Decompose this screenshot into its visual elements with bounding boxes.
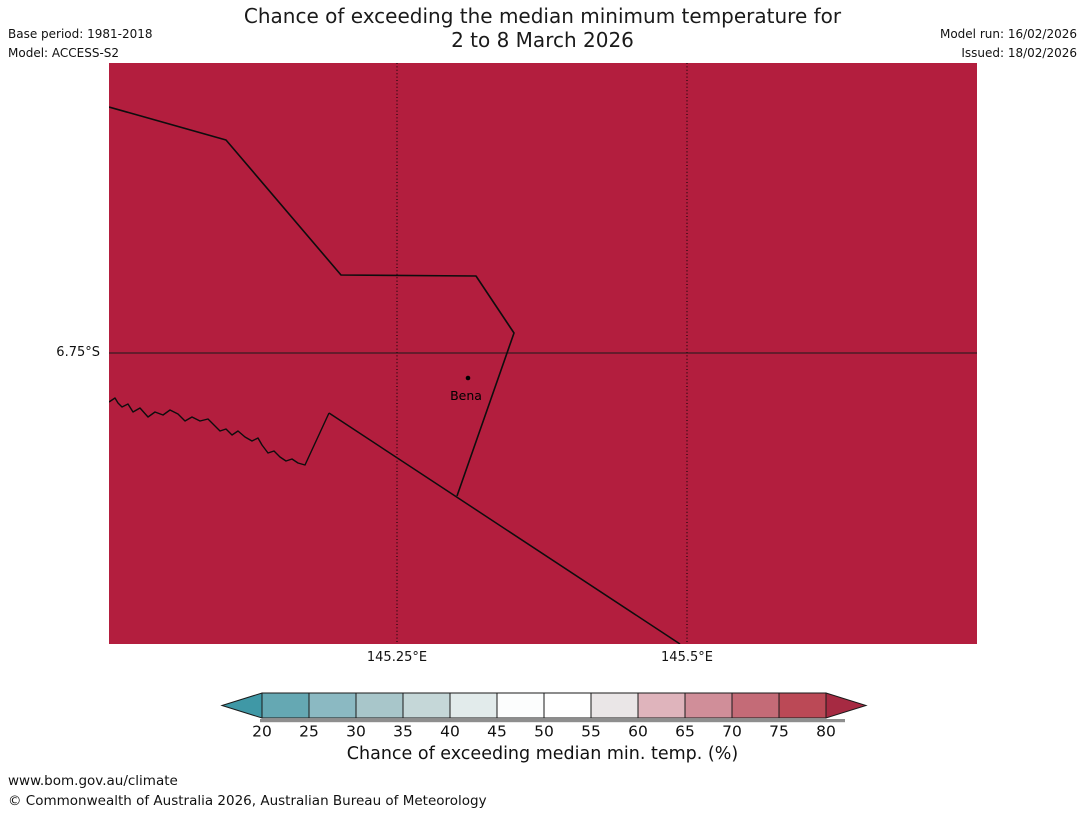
run-info-block: Model run: 16/02/2026 Issued: 18/02/2026 bbox=[940, 25, 1077, 63]
model-run-text: Model run: 16/02/2026 bbox=[939, 27, 1077, 41]
colorbar-left-arrow bbox=[220, 692, 263, 719]
colorbar-tick-45: 45 bbox=[487, 723, 507, 741]
colorbar-tick-80: 80 bbox=[816, 723, 836, 741]
colorbar-segment-25-30 bbox=[308, 692, 357, 719]
colorbar-tick-40: 40 bbox=[440, 723, 460, 741]
colorbar-right-arrow bbox=[825, 692, 868, 719]
colorbar-tick-55: 55 bbox=[581, 723, 601, 741]
y-axis-tick-label: 6.75°S bbox=[56, 345, 100, 360]
colorbar-segment-50-55 bbox=[543, 692, 592, 719]
colorbar-segment-65-70 bbox=[684, 692, 733, 719]
colorbar-shadow bbox=[260, 719, 845, 723]
colorbar-tick-25: 25 bbox=[299, 723, 319, 741]
x-axis-tick-label-2: 145.5°E bbox=[661, 650, 713, 665]
colorbar-segment-30-35 bbox=[355, 692, 404, 719]
x-axis-tick-label-1: 145.25°E bbox=[366, 650, 428, 665]
chart-title-line1: Chance of exceeding the median minimum t… bbox=[243, 4, 842, 28]
colorbar-tick-75: 75 bbox=[769, 723, 789, 741]
footer-url: www.bom.gov.au/climate bbox=[8, 773, 178, 789]
diagonal-boundary-line bbox=[328, 412, 681, 644]
colorbar-segment-55-60 bbox=[590, 692, 639, 719]
colorbar-segment-60-65 bbox=[637, 692, 686, 719]
chart-title-line2: 2 to 8 March 2026 bbox=[451, 27, 634, 52]
colorbar-tick-30: 30 bbox=[346, 723, 366, 741]
river-line bbox=[109, 397, 330, 466]
colorbar-tick-70: 70 bbox=[722, 723, 742, 741]
colorbar-tick-20: 20 bbox=[252, 723, 272, 741]
model-info-block: Base period: 1981-2018 Model: ACCESS-S2 bbox=[8, 25, 153, 63]
colorbar-caption: Chance of exceeding median min. temp. (%… bbox=[346, 744, 739, 764]
footer: www.bom.gov.au/climate © Commonwealth of… bbox=[8, 772, 487, 811]
place-label: Bena bbox=[450, 388, 482, 403]
colorbar-segment-45-50 bbox=[496, 692, 545, 719]
model-name-text: Model: ACCESS-S2 bbox=[8, 46, 120, 60]
chart-title: Chance of exceeding the median minimum t… bbox=[0, 4, 1085, 52]
colorbar-segment-20-25 bbox=[261, 692, 310, 719]
colorbar-segment-35-40 bbox=[402, 692, 451, 719]
colorbar-tick-50: 50 bbox=[534, 723, 554, 741]
place-marker-dot bbox=[465, 375, 471, 381]
colorbar-segment-40-45 bbox=[449, 692, 498, 719]
colorbar-tick-65: 65 bbox=[675, 723, 695, 741]
district-boundary-line bbox=[109, 106, 515, 497]
issued-date-text: Issued: 18/02/2026 bbox=[961, 46, 1077, 60]
colorbar: 20 25 30 35 40 45 50 55 60 65 70 75 80 bbox=[220, 692, 868, 741]
colorbar-segment-70-75 bbox=[731, 692, 780, 719]
base-period-text: Base period: 1981-2018 bbox=[8, 27, 153, 41]
colorbar-segment-75-80 bbox=[778, 692, 827, 719]
colorbar-tick-60: 60 bbox=[628, 723, 648, 741]
colorbar-tick-35: 35 bbox=[393, 723, 413, 741]
footer-copyright: © Commonwealth of Australia 2026, Austra… bbox=[8, 792, 487, 809]
map-canvas: Bena bbox=[109, 63, 977, 644]
